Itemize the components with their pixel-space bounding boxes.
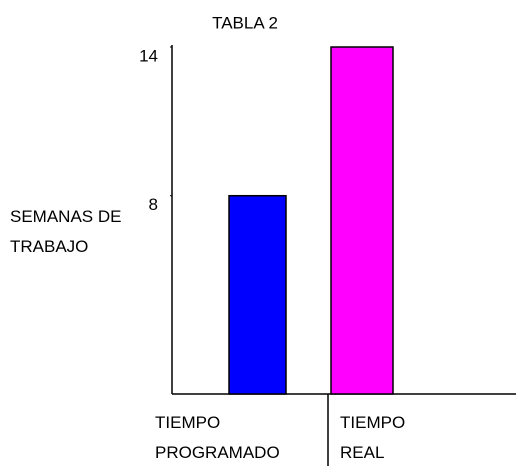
x-tick-label: TIEMPO PROGRAMADO [155,413,280,462]
x-tick-label: TIEMPO REAL [340,413,406,462]
bar [228,194,287,395]
chart-title: TABLA 2 [212,13,278,32]
y-tick-label: 8 [149,195,158,214]
y-axis-label: SEMANAS DE TRABAJO [10,207,122,256]
bar [330,46,394,395]
y-tick-label: 14 [139,46,158,65]
